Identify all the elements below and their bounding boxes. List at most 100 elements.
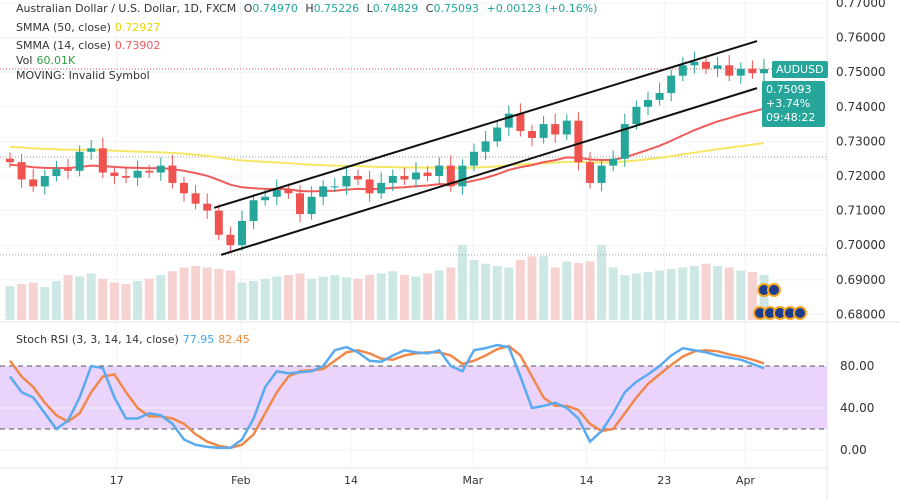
channel-trendline <box>220 87 758 256</box>
stoch-legend[interactable]: Stoch RSI (3, 3, 14, 14, close) 77.95 82.4… <box>16 333 254 346</box>
volume-bar <box>759 275 769 320</box>
candle-body <box>713 65 722 69</box>
volume-bar <box>249 281 259 320</box>
candle-body <box>690 61 699 66</box>
volume-bar <box>620 275 630 320</box>
volume-bar <box>469 260 479 320</box>
moving-legend[interactable]: MOVING: Invalid Symbol <box>16 69 154 82</box>
volume-bar <box>40 287 50 320</box>
volume-bar <box>515 260 525 320</box>
candle-body <box>412 172 420 180</box>
volume-bar <box>747 272 757 320</box>
candle-body <box>470 151 478 166</box>
candle-body <box>191 193 200 204</box>
candle-body <box>145 170 154 173</box>
candle-body <box>214 210 223 235</box>
time-axis-label: 23 <box>657 474 671 487</box>
candle-body <box>609 158 618 166</box>
volume-bar <box>353 278 363 320</box>
price-axis-label: 0.77000 <box>836 0 886 10</box>
candle-body <box>655 92 664 100</box>
candle-body <box>632 106 641 125</box>
candle-body <box>644 99 652 107</box>
candle-body <box>238 220 246 246</box>
volume-legend[interactable]: Vol 60.01K <box>16 54 79 67</box>
candle-body <box>377 182 386 194</box>
volume-bar <box>550 267 560 320</box>
candle-body <box>504 113 513 128</box>
volume-bar <box>272 276 282 320</box>
volume-bar <box>63 275 73 320</box>
candle-body <box>435 165 444 176</box>
candle-body <box>678 65 687 76</box>
smma14-legend[interactable]: SMMA (14, close) 0.73902 <box>16 39 164 52</box>
price-tag-countdown: 09:48:22 <box>766 111 816 124</box>
volume-bar <box>504 267 514 320</box>
candle-body <box>586 162 594 183</box>
volume-bar <box>724 267 734 320</box>
stoch-k-value: 77.95 <box>182 333 215 346</box>
volume-bar <box>689 266 699 320</box>
time-axis-label: 17 <box>110 474 124 487</box>
time-axis-label: 14 <box>580 474 594 487</box>
volume-bar <box>156 275 166 320</box>
volume-bar <box>365 275 375 320</box>
time-axis-label: Apr <box>736 474 756 487</box>
volume-bar <box>17 284 27 320</box>
candle-body <box>296 193 304 215</box>
channel-trendline <box>213 40 758 209</box>
candle-body <box>574 120 583 163</box>
low-value: L0.74829 <box>367 2 419 15</box>
price-axis-label: 0.71000 <box>836 204 886 218</box>
volume-bar <box>608 267 618 320</box>
smma50-value: 0.72927 <box>114 21 161 34</box>
volume-bar <box>225 270 235 320</box>
close-label: C <box>425 2 434 15</box>
candle-body <box>29 179 38 187</box>
volume-bar <box>330 275 340 320</box>
candle-body <box>180 182 188 194</box>
price-axis-label: 0.73000 <box>836 134 886 148</box>
candle-body <box>87 148 96 152</box>
candle-body <box>342 176 351 187</box>
volume-bar <box>260 278 270 320</box>
candle-body <box>40 176 49 187</box>
time-axis-label: Feb <box>231 474 250 487</box>
candle-body <box>388 176 397 183</box>
volume-bar <box>202 267 212 320</box>
candle-body <box>6 158 14 163</box>
close-number: 0.75093 <box>433 2 479 15</box>
smma14-value: 0.73902 <box>114 39 161 52</box>
smma50-legend[interactable]: SMMA (50, close) 0.72927 <box>16 21 164 34</box>
candle-body <box>620 124 629 159</box>
volume-bar <box>585 261 595 320</box>
volume-bar <box>109 282 119 320</box>
volume-bar <box>283 275 293 320</box>
volume-bar <box>307 278 317 320</box>
volume-bar <box>75 276 85 320</box>
volume-bar <box>86 273 96 320</box>
volume-bar <box>51 281 61 320</box>
volume-bar <box>399 275 409 320</box>
stoch-k-line <box>8 343 765 450</box>
open-number: 0.74970 <box>252 2 298 15</box>
candle-body <box>75 151 84 171</box>
price-axis-label: 0.75000 <box>836 65 886 79</box>
open-label: O <box>243 2 253 15</box>
volume-bar <box>28 282 38 320</box>
price-tag-change: +3.74% <box>766 97 811 110</box>
candle-body <box>446 165 455 187</box>
candle-body <box>330 186 339 188</box>
volume-bar <box>341 277 351 320</box>
candle-body <box>122 176 130 178</box>
volume-bar <box>434 270 444 320</box>
smma14-line <box>9 107 765 193</box>
candle-body <box>597 165 606 183</box>
volume-bar <box>133 281 143 320</box>
volume-bar <box>98 278 108 320</box>
volume-bar <box>167 271 177 320</box>
price-axis-label: 0.69000 <box>836 273 886 287</box>
volume-bar <box>678 267 688 320</box>
volume-bar <box>237 282 247 320</box>
